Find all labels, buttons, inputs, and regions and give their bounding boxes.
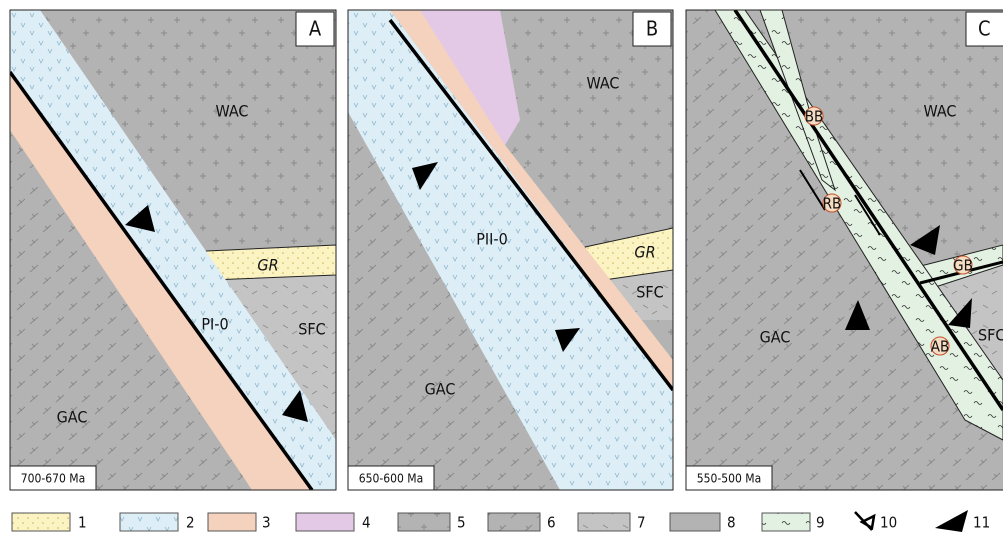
legend-swatch [12, 513, 70, 531]
label: GR [634, 243, 655, 262]
panel-c [686, 10, 1003, 490]
legend-swatch [120, 513, 178, 531]
label: SFC [298, 320, 325, 339]
label: PII-0 [476, 230, 508, 249]
label: GAC [57, 408, 88, 427]
age: 650-600 Ma [359, 472, 423, 486]
legend-label: 7 [637, 514, 646, 532]
label: GR [257, 256, 278, 275]
legend-label: 4 [362, 514, 371, 532]
age: 700-670 Ma [21, 472, 85, 486]
age: 550-500 Ma [697, 472, 761, 486]
legend-label: 11 [973, 514, 990, 532]
marker-label: AB [931, 338, 950, 356]
panel-letter: B [646, 17, 658, 41]
legend-thrust [855, 512, 874, 530]
legend-swatch [578, 513, 630, 531]
legend-label: 10 [880, 514, 897, 532]
legend-label: 9 [816, 514, 825, 532]
legend-swatch [488, 513, 540, 531]
label: GAC [760, 328, 791, 347]
label: WAC [587, 74, 620, 93]
legend-label: 6 [547, 514, 556, 532]
legend-arrow [935, 510, 968, 532]
panel-b [348, 10, 673, 490]
marker-label: GB [953, 257, 973, 275]
legend-swatch [762, 513, 810, 531]
panel-letter: C [978, 17, 991, 41]
label: SFC [636, 283, 663, 302]
legend-swatch [398, 513, 450, 531]
legend-label: 3 [262, 514, 271, 532]
label: GAC [425, 380, 456, 399]
legend-label: 5 [457, 514, 466, 532]
legend: 1 2 3 4 5 6 7 8 9 10 11 [12, 510, 990, 532]
legend-label: 2 [186, 514, 195, 532]
legend-label: 1 [78, 514, 87, 532]
label: PI-0 [201, 315, 228, 334]
legend-swatch [670, 513, 720, 531]
panel-letter: A [309, 17, 322, 41]
label: SFC [978, 326, 1003, 345]
marker-label: BB [805, 108, 824, 126]
label: WAC [216, 102, 249, 121]
marker-label: RB [823, 195, 842, 213]
legend-label: 8 [727, 514, 736, 532]
legend-swatch [296, 513, 354, 531]
legend-swatch [208, 513, 256, 531]
diagram: A 700-670 Ma WAC GR SFC GAC PI-0 B 650-6… [0, 0, 1003, 534]
label: WAC [924, 102, 957, 121]
